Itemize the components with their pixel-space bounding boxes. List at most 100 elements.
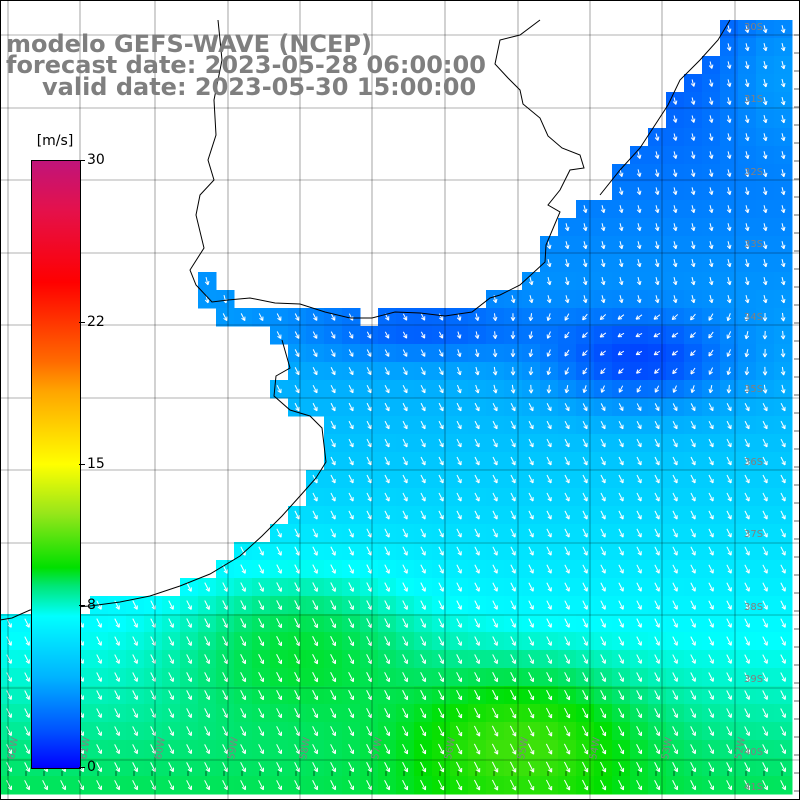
wind-arrow	[780, 492, 786, 502]
wind-arrow	[636, 368, 642, 374]
wind-arrow	[600, 528, 606, 538]
wind-arrow	[384, 384, 390, 394]
wind-arrow	[204, 636, 210, 647]
wind-arrow	[654, 528, 660, 538]
wind-arrow	[762, 294, 768, 304]
wind-arrow	[6, 672, 12, 682]
wind-arrow	[294, 349, 300, 358]
wind-arrow	[636, 295, 642, 304]
wind-arrow	[780, 277, 786, 286]
wind-arrow	[474, 349, 480, 358]
wind-arrow	[168, 654, 174, 664]
wind-arrow	[780, 510, 786, 520]
wind-arrow	[636, 456, 642, 466]
wind-arrow	[546, 241, 552, 250]
wind-arrow	[474, 456, 480, 466]
colorbar-tick-mark	[79, 160, 85, 161]
wind-arrow	[780, 312, 786, 322]
wind-arrow	[312, 564, 318, 574]
wind-arrow	[564, 313, 570, 321]
wind-arrow	[618, 259, 624, 268]
wind-arrow	[402, 510, 408, 520]
wind-arrow	[708, 187, 714, 196]
wind-arrow	[744, 349, 750, 358]
wind-arrow	[708, 582, 714, 592]
wind-arrow	[690, 672, 696, 682]
wind-arrow	[780, 456, 786, 466]
wind-arrow	[528, 564, 534, 574]
wind-arrow	[726, 97, 732, 106]
wind-arrow	[546, 636, 552, 646]
wind-arrow	[600, 368, 606, 375]
wind-arrow	[690, 151, 696, 159]
wind-arrow	[780, 115, 786, 124]
wind-arrow	[762, 223, 768, 232]
wind-arrow	[744, 546, 750, 556]
wind-arrow	[420, 349, 426, 357]
wind-arrow	[366, 456, 372, 466]
wind-arrow	[240, 672, 247, 683]
wind-arrow	[330, 546, 336, 556]
wind-arrow	[690, 277, 696, 286]
wind-arrow	[546, 438, 552, 448]
wind-arrow	[294, 510, 300, 520]
wind-arrow	[366, 600, 372, 610]
wind-arrow	[726, 438, 732, 448]
wind-arrow	[510, 313, 516, 322]
wind-arrow	[312, 384, 318, 394]
wind-arrow	[762, 528, 768, 538]
wind-arrow	[438, 420, 444, 430]
wind-arrow	[636, 420, 642, 430]
wind-arrow	[312, 313, 318, 321]
wind-arrow	[366, 402, 372, 412]
wind-arrow	[546, 313, 552, 321]
colorbar-tick-mark	[79, 767, 85, 768]
wind-arrow	[654, 385, 660, 393]
wind-arrow	[636, 223, 642, 232]
wind-arrow	[654, 295, 660, 304]
wind-arrow	[420, 510, 426, 520]
wind-arrow	[636, 654, 642, 664]
wind-arrow	[204, 600, 210, 610]
wind-arrow	[546, 654, 552, 664]
wind-arrow	[276, 600, 282, 611]
wind-arrow	[276, 618, 283, 629]
wind-arrow	[762, 330, 768, 340]
colorbar-tick-label: 22	[87, 313, 105, 330]
wind-arrow	[618, 403, 624, 412]
wind-arrow	[474, 636, 480, 646]
wind-arrow	[96, 690, 102, 700]
wind-arrow	[114, 690, 120, 700]
wind-arrow	[744, 420, 750, 430]
wind-arrow	[726, 79, 732, 88]
wind-arrow	[474, 528, 480, 538]
wind-arrow	[132, 654, 138, 664]
wind-arrow	[582, 564, 588, 574]
wind-arrow	[474, 689, 481, 701]
wind-arrow	[582, 636, 588, 646]
wind-arrow	[708, 474, 714, 484]
wind-arrow	[582, 277, 588, 286]
wind-arrow	[384, 564, 390, 574]
wind-arrow	[564, 403, 570, 412]
wind-arrow	[528, 636, 534, 646]
wind-arrow	[744, 331, 750, 340]
wind-arrow	[636, 403, 642, 411]
wind-arrow	[492, 438, 498, 448]
wind-arrow	[744, 672, 750, 682]
wind-arrow	[618, 420, 624, 430]
wind-arrow	[528, 582, 534, 592]
wind-arrow	[780, 600, 786, 610]
wind-arrow	[780, 438, 786, 448]
wind-arrow	[348, 618, 354, 629]
wind-arrow	[744, 492, 750, 502]
wind-arrow	[708, 133, 714, 141]
wind-arrow	[708, 277, 714, 286]
wind-arrow	[420, 528, 426, 538]
wind-arrow	[348, 367, 354, 376]
wind-arrow	[168, 690, 174, 700]
wind-arrow	[330, 690, 337, 701]
wind-arrow	[420, 384, 426, 394]
wind-arrow	[762, 456, 768, 466]
